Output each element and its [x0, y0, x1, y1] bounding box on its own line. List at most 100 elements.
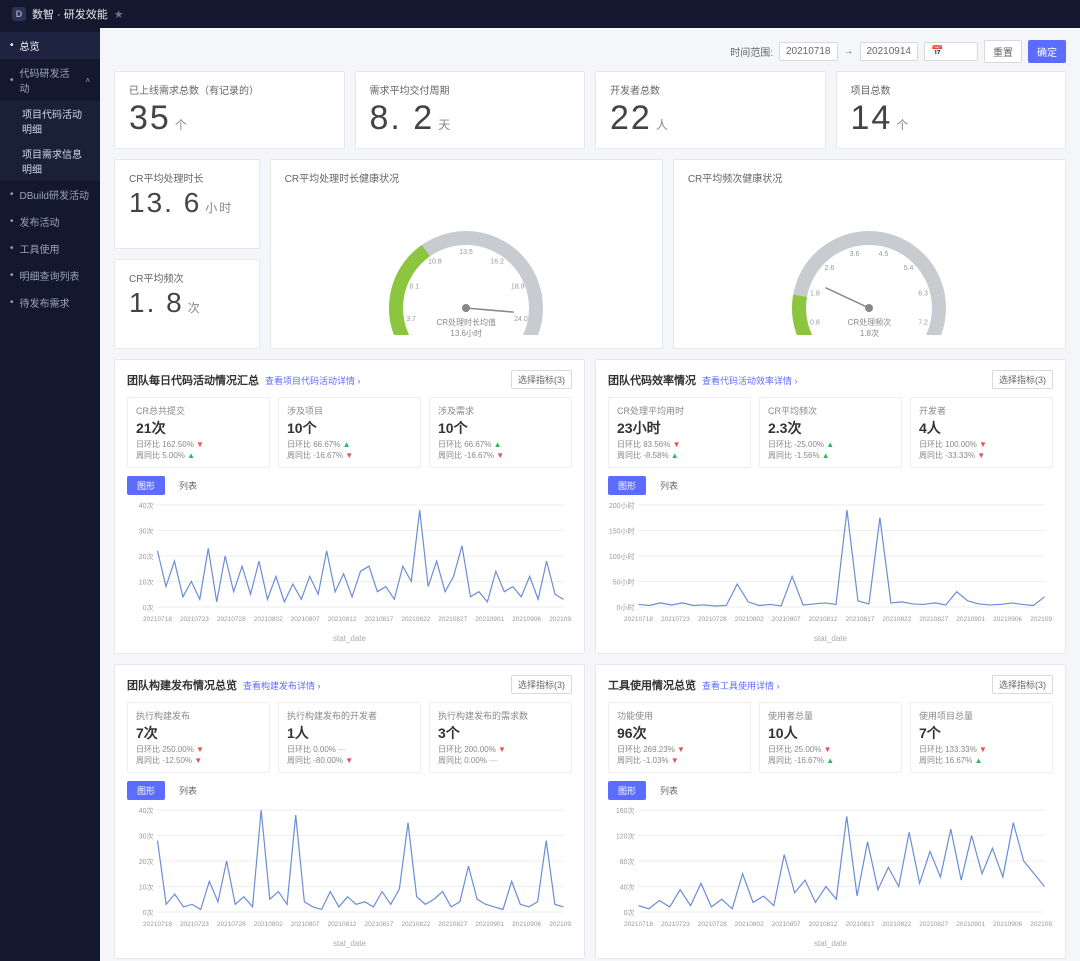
mini-card-0-0: CR总共提交21次日环比 162.50% ▼周同比 5.00% ▲	[127, 397, 270, 468]
chevron-icon: ˄	[85, 76, 90, 85]
panel-select[interactable]: 选择指标(3)	[992, 370, 1053, 389]
svg-text:20次: 20次	[139, 552, 154, 561]
svg-text:150小时: 150小时	[609, 527, 635, 536]
svg-text:20210812: 20210812	[328, 921, 357, 928]
top-header: D 数智 · 研发效能 ★	[0, 0, 1080, 28]
panel-0: 团队每日代码活动情况汇总查看项目代码活动详情 ›选择指标(3)CR总共提交21次…	[114, 359, 585, 654]
sidebar-item-5[interactable]: •明细查询列表	[0, 262, 100, 289]
panel-select[interactable]: 选择指标(3)	[511, 675, 572, 694]
tab-0-1[interactable]: 列表	[169, 476, 207, 495]
mini-card-3-2: 使用项目总量7个日环比 133.33% ▼周同比 16.67% ▲	[910, 702, 1053, 773]
svg-text:20210906: 20210906	[993, 921, 1022, 928]
sidebar-item-1[interactable]: •代码研发活动˄	[0, 59, 100, 101]
svg-text:20210827: 20210827	[438, 616, 467, 623]
sidebar-icon: •	[10, 270, 14, 281]
reset-button[interactable]: 重置	[984, 40, 1022, 63]
sidebar: •总览•代码研发活动˄项目代码活动明细项目需求信息明细•DBuild研发活动•发…	[0, 28, 100, 961]
sidebar-subitem-1-0[interactable]: 项目代码活动明细	[0, 101, 100, 141]
date-to-input[interactable]: 20210914	[860, 42, 919, 61]
svg-text:20210827: 20210827	[919, 616, 948, 623]
panel-title: 团队构建发布情况总览	[127, 680, 237, 692]
svg-text:40次: 40次	[139, 501, 154, 510]
svg-text:13.5: 13.5	[459, 249, 473, 256]
sidebar-item-0[interactable]: •总览	[0, 32, 100, 59]
confirm-button[interactable]: 确定	[1028, 40, 1066, 63]
svg-text:20210802: 20210802	[735, 921, 764, 928]
tab-3-0[interactable]: 图形	[608, 781, 646, 800]
sidebar-subitem-1-1[interactable]: 项目需求信息明细	[0, 141, 100, 181]
date-from-input[interactable]: 20210718	[779, 42, 838, 61]
svg-text:40次: 40次	[620, 883, 635, 892]
panel-link[interactable]: 查看代码活动效率详情 ›	[702, 376, 798, 386]
mini-card-3-1: 使用者总量10人日环比 25.00% ▼周同比 -16.67% ▲	[759, 702, 902, 773]
sidebar-item-4[interactable]: •工具使用	[0, 235, 100, 262]
tab-2-1[interactable]: 列表	[169, 781, 207, 800]
mini-card-1-1: CR平均频次2.3次日环比 -25.00% ▲周同比 -1.56% ▲	[759, 397, 902, 468]
kpi-value: 8. 2天	[370, 99, 571, 138]
mini-card-0-2: 涉及需求10个日环比 66.67% ▲周同比 -16.67% ▼	[429, 397, 572, 468]
kpi-card-2: 开发者总数22人	[595, 71, 826, 149]
logo-icon: D	[12, 7, 26, 21]
sidebar-icon: •	[10, 216, 14, 227]
svg-text:0次: 0次	[143, 908, 154, 917]
svg-text:20210723: 20210723	[661, 921, 690, 928]
kpi-title: 项目总数	[851, 82, 1052, 97]
svg-text:160次: 160次	[616, 806, 635, 815]
favorite-star-icon[interactable]: ★	[114, 8, 124, 21]
svg-text:120次: 120次	[616, 832, 635, 841]
sidebar-icon: •	[10, 297, 14, 308]
svg-text:20210906: 20210906	[512, 616, 541, 623]
mini-card-2-2: 执行构建发布的需求数3个日环比 200.00% ▼周同比 0.00% —	[429, 702, 572, 773]
svg-text:20210807: 20210807	[772, 921, 801, 928]
row2-left-card-1: CR平均频次1. 8次	[114, 259, 260, 349]
sidebar-item-3[interactable]: •发布活动	[0, 208, 100, 235]
svg-text:10次: 10次	[139, 883, 154, 892]
date-picker-icon[interactable]: 📅	[924, 42, 978, 61]
svg-text:20210911: 20210911	[1030, 921, 1053, 928]
svg-text:0次: 0次	[624, 908, 635, 917]
sidebar-icon: •	[10, 40, 14, 51]
svg-text:100小时: 100小时	[609, 552, 635, 561]
svg-text:20210728: 20210728	[217, 921, 246, 928]
tab-0-0[interactable]: 图形	[127, 476, 165, 495]
panel-select[interactable]: 选择指标(3)	[511, 370, 572, 389]
panel-link[interactable]: 查看项目代码活动详情 ›	[265, 376, 361, 386]
tab-3-1[interactable]: 列表	[650, 781, 688, 800]
svg-text:20210802: 20210802	[735, 616, 764, 623]
svg-text:16.2: 16.2	[491, 258, 505, 265]
svg-text:20210723: 20210723	[180, 616, 209, 623]
svg-text:10.8: 10.8	[428, 258, 442, 265]
svg-text:30次: 30次	[139, 832, 154, 841]
svg-text:20210802: 20210802	[254, 921, 283, 928]
tab-1-1[interactable]: 列表	[650, 476, 688, 495]
svg-text:20210728: 20210728	[698, 921, 727, 928]
svg-text:0次: 0次	[143, 603, 154, 612]
svg-text:20210901: 20210901	[956, 616, 985, 623]
panel-1: 团队代码效率情况查看代码活动效率详情 ›选择指标(3)CR处理平均用时23小时日…	[595, 359, 1066, 654]
sidebar-icon: •	[10, 243, 14, 254]
row2: CR平均处理时长13. 6小时CR平均频次1. 8次 CR平均处理时长健康状况 …	[114, 159, 1066, 349]
kpi-card-3: 项目总数14个	[836, 71, 1067, 149]
svg-text:2.6: 2.6	[825, 265, 835, 272]
svg-text:40次: 40次	[139, 806, 154, 815]
gauge-card-2: CR平均频次健康状况 00.81.82.63.64.55.46.37.29 CR…	[673, 159, 1066, 349]
panel-select[interactable]: 选择指标(3)	[992, 675, 1053, 694]
svg-text:0小时: 0小时	[617, 603, 635, 612]
panel-link[interactable]: 查看工具使用详情 ›	[702, 681, 780, 691]
svg-text:20210807: 20210807	[291, 921, 320, 928]
tab-2-0[interactable]: 图形	[127, 781, 165, 800]
svg-text:20210827: 20210827	[919, 921, 948, 928]
svg-text:20210827: 20210827	[438, 921, 467, 928]
sidebar-item-2[interactable]: •DBuild研发活动	[0, 181, 100, 208]
panel-link[interactable]: 查看构建发布详情 ›	[243, 681, 321, 691]
main-content: 时间范围: 20210718 → 20210914 📅 重置 确定 已上线需求总…	[100, 28, 1080, 961]
svg-text:20210728: 20210728	[217, 616, 246, 623]
mini-card-2-1: 执行构建发布的开发者1人日环比 0.00% —周同比 -80.00% ▼	[278, 702, 421, 773]
svg-text:20210723: 20210723	[180, 921, 209, 928]
panel-3: 工具使用情况总览查看工具使用详情 ›选择指标(3)功能使用96次日环比 269.…	[595, 664, 1066, 959]
mini-card-1-0: CR处理平均用时23小时日环比 83.56% ▼周同比 -8.58% ▲	[608, 397, 751, 468]
sidebar-item-6[interactable]: •待发布需求	[0, 289, 100, 316]
svg-text:20210817: 20210817	[364, 921, 393, 928]
svg-text:20210807: 20210807	[772, 616, 801, 623]
tab-1-0[interactable]: 图形	[608, 476, 646, 495]
